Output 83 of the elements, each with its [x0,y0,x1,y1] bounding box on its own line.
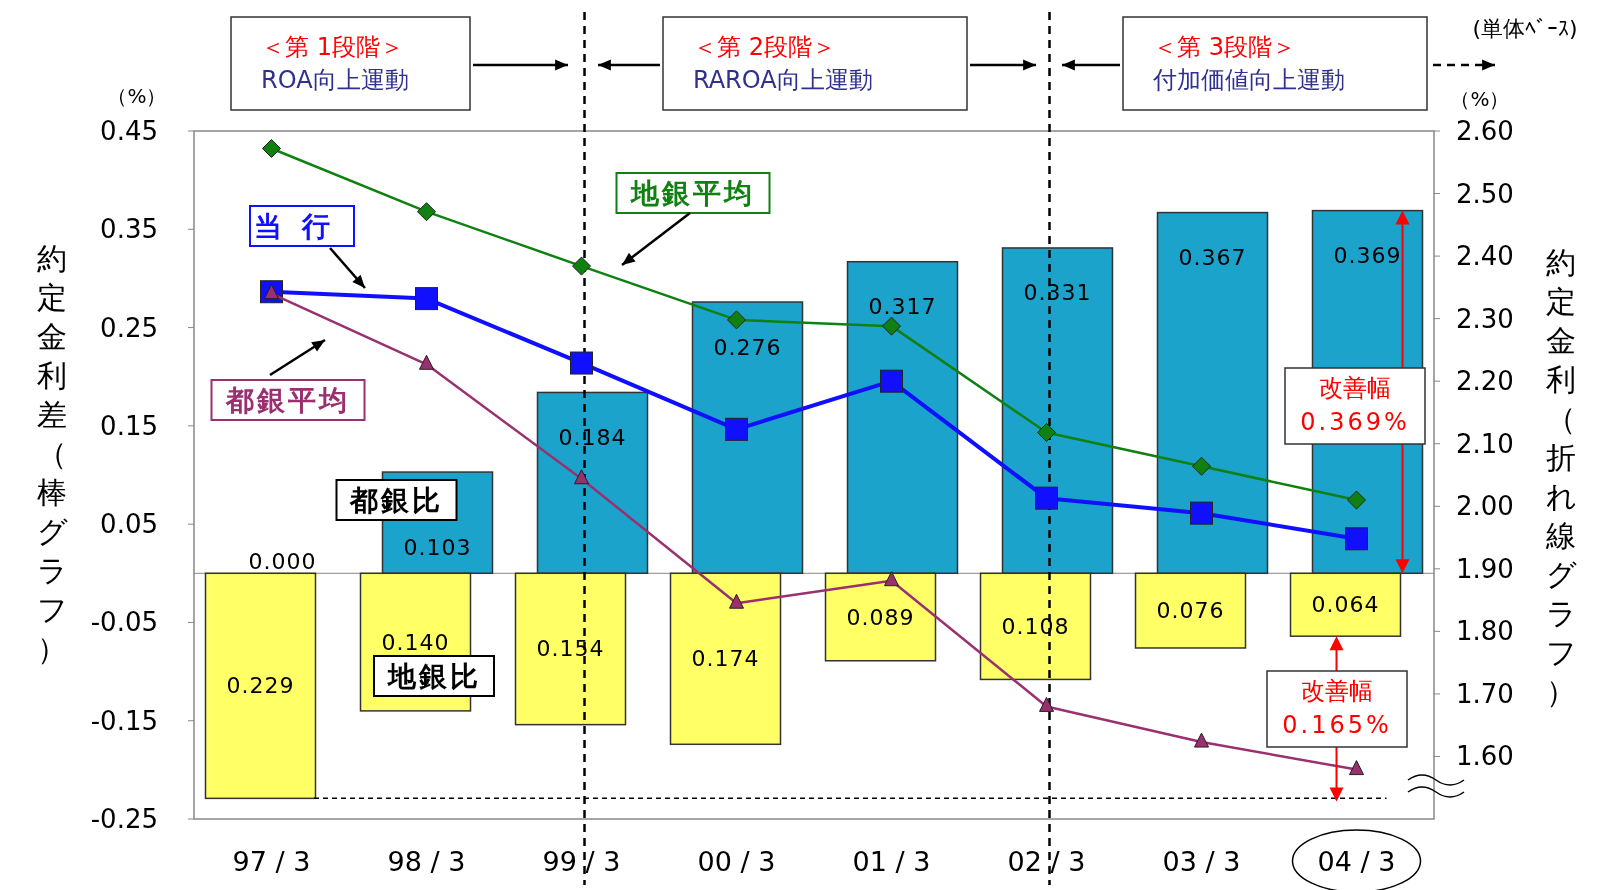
point [1039,696,1054,712]
point [725,417,748,441]
x-tick-label: 04 / 3 [1317,845,1396,877]
point [1349,760,1364,776]
x-tick-label: 97 / 3 [232,845,311,877]
point [729,593,744,609]
text: 付加価値向上運動 [1152,66,1345,94]
y2-tick-label: 1.60 [1456,741,1514,772]
point [1037,422,1056,442]
x-tick-label: 99 / 3 [542,845,621,877]
data-label: 0.089 [846,604,915,630]
y2-tick-label: 1.70 [1456,678,1514,709]
y-tick-label: -0.15 [90,705,158,736]
point [570,351,593,375]
point [1190,501,1213,525]
point [882,316,901,336]
point [1347,490,1366,510]
y2-tick-label: 1.80 [1456,616,1514,647]
text: （%） [1450,87,1510,111]
data-label: 0.140 [381,629,450,655]
y-tick-label: -0.05 [90,607,158,638]
series-label: 都銀比 [349,483,443,517]
y2-tick-label: 2.30 [1456,303,1514,334]
data-label: 0.184 [558,424,627,450]
point [1035,486,1058,510]
data-label: 0.154 [536,636,605,662]
text: 約定金利差（棒グラフ） [36,240,68,666]
y2-tick-label: 2.40 [1456,241,1514,272]
text: RAROA向上運動 [693,66,873,94]
y-tick-label: 0.35 [100,214,158,245]
text: （%） [107,84,167,108]
data-label: 0.369 [1333,243,1402,269]
x-tick-label: 01 / 3 [852,845,931,877]
annotation: 改善幅 0.369% [1300,374,1410,436]
annotation: 改善幅 0.165% [1282,677,1392,739]
data-label: 0.331 [1023,280,1092,306]
point [572,256,591,276]
data-label: 0.317 [868,294,937,320]
data-label: 0.367 [1178,245,1247,271]
data-label: 0.229 [226,673,295,699]
point [574,469,589,485]
point [880,369,903,393]
text: ＜第 3段階＞ [1153,33,1296,61]
data-label: 0.064 [1311,592,1380,618]
series-label: 地銀比 [385,659,481,693]
x-tick-label: 02 / 3 [1007,845,1086,877]
text: ROA向上運動 [261,66,409,94]
data-label: 0.076 [1156,598,1225,624]
data-label: 0.108 [1001,613,1070,639]
text: 地銀平均 [629,176,755,210]
y-tick-label: 0.15 [100,410,158,441]
point [262,139,281,159]
y2-tick-label: 1.90 [1456,553,1514,584]
series-label: 都銀平均 [225,383,350,417]
point [1345,527,1368,551]
y-tick-label: 0.05 [100,509,158,540]
x-tick-label: 00 / 3 [697,845,776,877]
point [1194,732,1209,748]
data-label: 0.276 [713,334,782,360]
data-label: 0.103 [403,535,472,561]
point [417,202,436,222]
y2-tick-label: 2.20 [1456,366,1514,397]
y2-tick-label: 2.00 [1456,491,1514,522]
text: (単体ﾍﾞｰｽ) [1472,15,1578,41]
bar [204,572,317,800]
text: ＜第 2段階＞ [693,33,836,61]
y2-tick-label: 2.50 [1456,178,1514,209]
y2-tick-label: 2.60 [1456,116,1514,146]
y-tick-label: -0.25 [90,804,158,834]
data-label: 0.000 [248,548,317,574]
x-tick-label: 98 / 3 [387,845,466,877]
point [1192,456,1211,476]
y-tick-label: 0.25 [100,312,158,343]
text: ＜第 1段階＞ [261,33,404,61]
y2-tick-label: 2.10 [1456,428,1514,459]
point [727,310,746,330]
y-tick-label: 0.45 [100,116,158,146]
text: 約定金利（折れ線グラフ） [1545,244,1577,709]
point [884,571,899,587]
series-label: 当行 [254,209,350,243]
point [415,287,438,311]
data-label: 0.174 [691,646,760,672]
x-tick-label: 03 / 3 [1162,845,1241,877]
